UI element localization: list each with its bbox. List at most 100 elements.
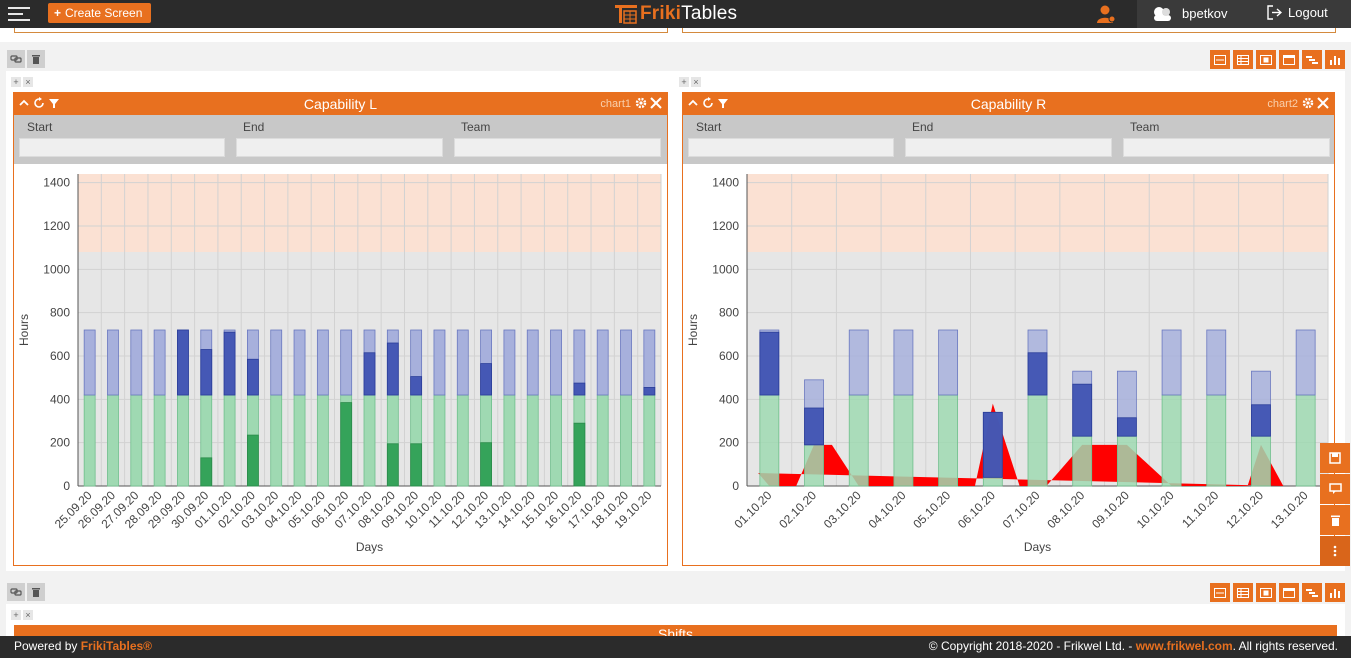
end-filter-input[interactable] — [905, 138, 1112, 157]
row-controls — [7, 583, 45, 601]
end-filter-input[interactable] — [236, 138, 443, 157]
hamburger-menu-icon[interactable] — [8, 6, 30, 22]
company-site-link[interactable]: www.frikwel.com — [1135, 639, 1233, 653]
bar-base — [433, 394, 446, 487]
expand-icon[interactable]: + — [11, 610, 21, 620]
delete-button[interactable] — [1320, 505, 1350, 535]
filter-icon[interactable] — [717, 97, 729, 109]
add-form-button[interactable] — [1210, 583, 1230, 602]
y-tick-label: 600 — [719, 349, 739, 363]
comment-icon — [1328, 483, 1342, 494]
remove-icon[interactable]: × — [23, 610, 33, 620]
close-icon[interactable] — [1316, 96, 1330, 110]
capacity-band — [747, 174, 1328, 252]
logout-button[interactable]: Logout — [1267, 5, 1328, 20]
bar-extra-used — [1027, 352, 1048, 396]
save-button[interactable] — [1320, 443, 1350, 473]
add-gantt-button[interactable] — [1302, 50, 1322, 69]
expand-icon[interactable]: + — [679, 77, 689, 87]
collapse-icon[interactable] — [18, 97, 30, 109]
add-chart-button[interactable] — [1325, 50, 1345, 69]
panel-id-label: chart1 — [600, 98, 631, 110]
powered-by-brand[interactable]: FrikiTables® — [80, 639, 153, 653]
add-media-button[interactable] — [1256, 50, 1276, 69]
gear-icon[interactable] — [635, 97, 647, 109]
bar-extra-used — [223, 331, 236, 396]
expand-icon[interactable]: + — [11, 77, 21, 87]
bar-base — [270, 394, 283, 487]
y-axis-label: Hours — [17, 314, 31, 346]
powered-by-label: Powered by — [14, 639, 81, 653]
filter-bar: Start End Team — [14, 115, 667, 164]
rights-text: . All rights reserved. — [1232, 639, 1338, 653]
add-calendar-button[interactable] — [1279, 583, 1299, 602]
close-icon[interactable] — [649, 96, 663, 110]
bar-extra-used — [363, 352, 376, 396]
start-filter-input[interactable] — [688, 138, 894, 157]
chart-panel-capability-r: Capability R chart2 Start End Team 0 200 4… — [682, 92, 1335, 566]
start-filter-input[interactable] — [19, 138, 225, 157]
row-link-button[interactable] — [7, 583, 25, 601]
bar-extra-used — [643, 387, 656, 396]
refresh-icon[interactable] — [33, 97, 45, 109]
trash-icon — [32, 54, 40, 64]
save-icon — [1329, 452, 1341, 464]
bar-extra-used — [804, 407, 824, 446]
gear-icon[interactable] — [1302, 97, 1314, 109]
x-tick-label: 08.10.20 — [1044, 488, 1087, 531]
bar-extra-used — [480, 363, 493, 396]
bar-base — [804, 444, 824, 487]
bar-extra — [938, 329, 959, 396]
create-screen-button[interactable]: + Create Screen — [48, 3, 151, 23]
more-options-button[interactable] — [1320, 536, 1350, 566]
logout-label: Logout — [1288, 5, 1328, 20]
app-logo[interactable]: FrikiTables — [614, 2, 737, 26]
end-filter-label: End — [243, 120, 265, 134]
user-area: bpetkov Logout — [1137, 0, 1351, 28]
row-link-button[interactable] — [7, 50, 25, 68]
start-filter-label: Start — [27, 120, 53, 134]
gantt-icon — [1306, 55, 1318, 64]
x-tick-label: 04.10.20 — [866, 488, 909, 531]
bar-base-used — [246, 434, 259, 487]
bar-base-used — [340, 402, 353, 487]
add-gantt-button[interactable] — [1302, 583, 1322, 602]
bar-extra — [550, 329, 562, 396]
user-settings-icon[interactable] — [1096, 4, 1116, 24]
add-form-button[interactable] — [1210, 50, 1230, 69]
bar-extra — [893, 329, 914, 396]
add-media-button[interactable] — [1256, 583, 1276, 602]
footer: Powered by FrikiTables® © Copyright 2018… — [0, 636, 1351, 658]
comment-button[interactable] — [1320, 474, 1350, 504]
username[interactable]: bpetkov — [1182, 6, 1228, 21]
refresh-icon[interactable] — [702, 97, 714, 109]
y-tick-label: 400 — [50, 392, 70, 406]
add-chart-button[interactable] — [1325, 583, 1345, 602]
row-delete-button[interactable] — [27, 583, 45, 601]
bar-base — [293, 394, 306, 487]
bar-base — [1206, 394, 1227, 487]
team-filter-input[interactable] — [454, 138, 661, 157]
bar-extra-used — [1251, 404, 1271, 437]
remove-icon[interactable]: × — [23, 77, 33, 87]
row-delete-button[interactable] — [27, 50, 45, 68]
filter-icon[interactable] — [48, 97, 60, 109]
team-filter-input[interactable] — [1123, 138, 1330, 157]
bar-base — [177, 394, 189, 487]
bar-chart-icon — [1330, 588, 1340, 598]
add-calendar-button[interactable] — [1279, 50, 1299, 69]
add-table-button[interactable] — [1233, 583, 1253, 602]
bar-base — [130, 394, 143, 487]
bar-extra-used — [246, 358, 259, 396]
logo-friki: Friki — [640, 3, 682, 24]
bar-extra-used — [573, 382, 586, 396]
bar-extra — [1161, 329, 1182, 396]
bar-base — [1295, 394, 1316, 487]
remove-icon[interactable]: × — [691, 77, 701, 87]
bar-extra — [340, 329, 353, 396]
logo-mark-icon — [615, 5, 637, 24]
add-table-button[interactable] — [1233, 50, 1253, 69]
link-icon — [10, 55, 22, 63]
bar-base — [1251, 435, 1271, 487]
collapse-icon[interactable] — [687, 97, 699, 109]
